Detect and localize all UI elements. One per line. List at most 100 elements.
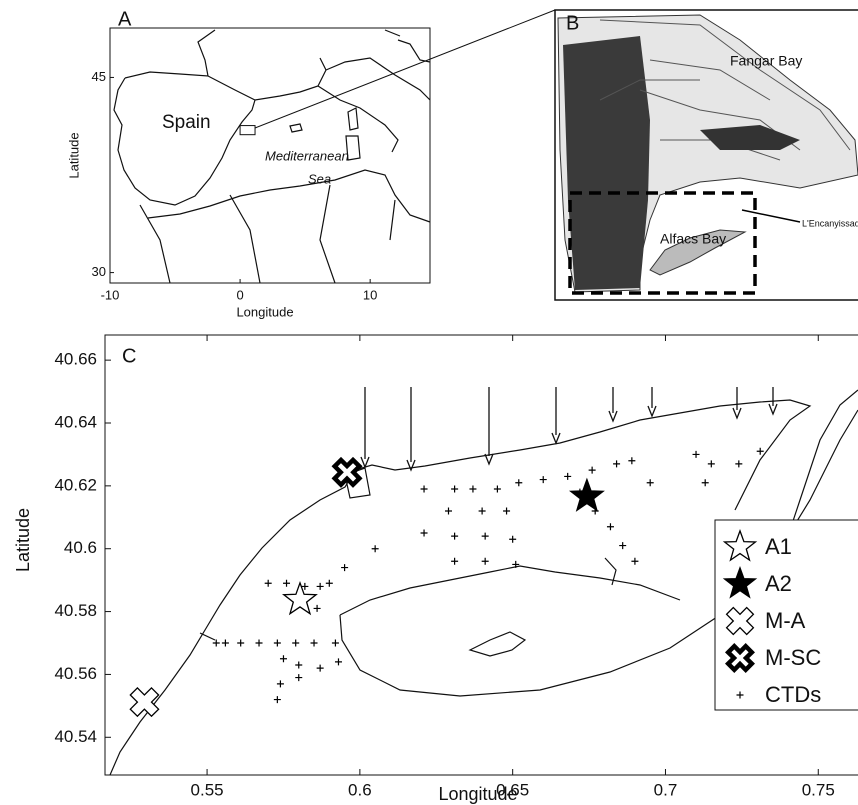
ctd-point <box>509 535 517 543</box>
ctd-point <box>451 485 459 493</box>
x-tick-label: 0.7 <box>654 780 678 799</box>
ctd-point <box>451 557 459 565</box>
arrow-head <box>732 407 742 420</box>
connector-line <box>254 9 556 129</box>
ctd-point <box>283 579 291 587</box>
place-label: Spain <box>162 112 211 133</box>
ctd-point <box>692 450 700 458</box>
ctd-point <box>619 542 627 550</box>
ctd-point <box>331 639 339 647</box>
ctd-point <box>631 557 639 565</box>
x-tick-label: 0.65 <box>496 780 529 799</box>
inset-box <box>239 125 256 136</box>
axes-frame <box>109 27 431 284</box>
ctd-point <box>515 479 523 487</box>
y-tick-label: 40.54 <box>54 727 97 746</box>
station-marker <box>568 477 605 512</box>
ctd-point <box>295 661 303 669</box>
sea-label: Mediterranean <box>265 148 349 163</box>
panel-a-coast <box>113 29 431 284</box>
ctd-point <box>588 466 596 474</box>
ctd-point <box>334 658 342 666</box>
x-tick-label: 0 <box>236 287 243 302</box>
x-tick-label: 0.75 <box>802 780 835 799</box>
panel-label: A <box>118 8 132 30</box>
ctd-point <box>279 655 287 663</box>
ctd-point <box>371 545 379 553</box>
ctd-point <box>313 604 321 612</box>
legend-label: A1 <box>765 534 792 559</box>
sea-label: Sea <box>308 171 331 186</box>
ctd-point <box>420 485 428 493</box>
ctd-point <box>478 507 486 515</box>
x-tick-label: -10 <box>101 287 120 302</box>
ctd-point <box>451 532 459 540</box>
ctd-point <box>539 476 547 484</box>
y-tick-label: 40.66 <box>54 350 97 369</box>
ctd-point <box>295 674 303 682</box>
ctd-point <box>756 447 764 455</box>
ctd-point <box>420 529 428 537</box>
ctd-point <box>503 507 511 515</box>
y-tick-label: 40.64 <box>54 412 97 431</box>
legend-label: CTDs <box>765 682 821 707</box>
ctd-point <box>221 639 229 647</box>
ctd-point <box>301 582 309 590</box>
ctd-point <box>646 479 654 487</box>
y-tick-label: 40.6 <box>64 538 97 557</box>
place-label: L'Encanyissada <box>802 218 858 228</box>
ctd-point <box>237 639 245 647</box>
ctd-point <box>493 485 501 493</box>
ctd-point <box>564 472 572 480</box>
ctd-point <box>341 564 349 572</box>
legend-marker <box>725 606 755 636</box>
y-tick-label: 40.58 <box>54 601 97 620</box>
axes-frame <box>104 334 858 776</box>
ctd-point <box>276 680 284 688</box>
ctd-point <box>316 664 324 672</box>
place-label: Alfacs Bay <box>660 231 726 247</box>
legend-marker <box>722 566 758 599</box>
ctd-point <box>613 460 621 468</box>
ctd-point <box>481 532 489 540</box>
ctd-point <box>325 579 333 587</box>
station-marker <box>129 686 160 718</box>
x-tick-label: 0.6 <box>348 780 372 799</box>
ctd-point <box>273 696 281 704</box>
arrow-head <box>484 453 494 466</box>
ctd-point <box>606 523 614 531</box>
legend-label: M-SC <box>765 645 821 670</box>
ctd-point <box>701 479 709 487</box>
legend-label: A2 <box>765 571 792 596</box>
ctd-point <box>212 639 220 647</box>
x-axis-label: Longitude <box>236 304 293 319</box>
ctd-point <box>316 582 324 590</box>
ctd-point <box>512 560 520 568</box>
station-marker <box>281 580 318 616</box>
y-axis-label: Latitude <box>66 132 81 178</box>
ctd-point <box>310 639 318 647</box>
panel-label: C <box>122 345 136 367</box>
ctd-point <box>444 507 452 515</box>
y-axis-label: Latitude <box>13 508 33 572</box>
ctd-point <box>255 639 263 647</box>
legend-marker <box>722 529 758 562</box>
legend-marker <box>725 643 755 673</box>
place-label: Fangar Bay <box>730 53 802 69</box>
arrow-head <box>647 405 657 418</box>
ctd-point <box>481 557 489 565</box>
ctd-point <box>469 485 477 493</box>
arrow-head <box>608 410 618 423</box>
ctd-point <box>292 639 300 647</box>
ctd-point <box>273 639 281 647</box>
station-marker <box>331 456 363 488</box>
legend-label: M-A <box>765 608 806 633</box>
y-tick-label: 40.56 <box>54 664 97 683</box>
ctd-point <box>628 457 636 465</box>
x-tick-label: 10 <box>363 287 377 302</box>
x-axis-label: Longitude <box>438 784 517 804</box>
ctd-point <box>264 579 272 587</box>
panel-label: B <box>566 12 579 34</box>
